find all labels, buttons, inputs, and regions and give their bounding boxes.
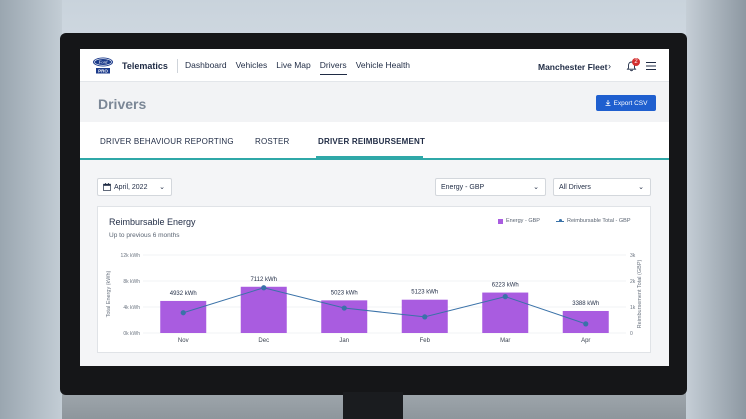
chart-title: Reimbursable Energy (109, 217, 196, 227)
export-csv-label: Export CSV (613, 99, 648, 107)
line-point (261, 285, 267, 291)
nav-vehicles[interactable]: Vehicles (235, 60, 268, 70)
background-right (686, 0, 746, 419)
svg-text:PRO: PRO (98, 69, 108, 74)
active-tab-indicator (316, 156, 423, 159)
x-tick-label: Apr (581, 338, 590, 344)
hamburger-menu-icon[interactable] (646, 62, 656, 70)
chevron-down-icon: ⌄ (638, 184, 644, 191)
bar-data-label: 4932 kWh (170, 291, 197, 297)
legend-line-swatch (556, 219, 564, 222)
download-icon (605, 100, 611, 106)
metric-select-value: Energy - GBP (441, 183, 485, 191)
bar-data-label: 5023 kWh (331, 290, 358, 296)
nav-drivers[interactable]: Drivers (319, 60, 347, 75)
bar (240, 286, 287, 333)
page-header (80, 82, 669, 122)
background-left (0, 0, 62, 419)
app-screen: Ford PRO Telematics Dashboard Vehicles L… (80, 49, 669, 366)
legend-energy[interactable]: Energy - GBP (498, 218, 540, 224)
y-tick-label: 8k kWh (123, 279, 140, 285)
chart-card: Reimbursable Energy Up to previous 6 mon… (97, 206, 651, 353)
bar-data-label: 3388 kWh (572, 301, 599, 307)
nav-live-map[interactable]: Live Map (276, 60, 311, 70)
tab-driver-behaviour-reporting[interactable]: DRIVER BEHAVIOUR REPORTING (100, 137, 234, 146)
calendar-icon (103, 183, 111, 191)
bar (482, 292, 529, 333)
y-right-tick-label: 1k (630, 305, 636, 311)
nav-divider (177, 59, 178, 73)
line-point (422, 314, 428, 320)
y-tick-label: 0k kWh (123, 331, 140, 337)
legend-energy-label: Energy - GBP (506, 218, 540, 224)
legend-bar-swatch (498, 218, 503, 224)
y-axis-title: Total Energy (kWh) (106, 270, 112, 317)
tab-bar: DRIVER BEHAVIOUR REPORTING ROSTER DRIVER… (80, 122, 669, 160)
top-nav: Ford PRO Telematics Dashboard Vehicles L… (80, 49, 669, 82)
line-point (341, 305, 347, 311)
legend-reimbursable[interactable]: Reimbursable Total - GBP (556, 218, 630, 224)
bar-data-label: 7112 kWh (250, 277, 277, 283)
tab-driver-reimbursement[interactable]: DRIVER REIMBURSEMENT (318, 137, 426, 146)
date-picker-value: April, 2022 (114, 183, 148, 191)
x-tick-label: Feb (420, 338, 431, 344)
chevron-right-icon[interactable]: › (608, 61, 611, 71)
chevron-down-icon: ⌄ (159, 184, 165, 191)
y-right-tick-label: 3k (630, 253, 636, 259)
nav-links: Dashboard Vehicles Live Map Drivers Vehi… (185, 60, 411, 75)
line-point (583, 321, 589, 327)
y-right-tick-label: 2k (630, 279, 636, 285)
metric-select[interactable]: Energy - GBP ⌄ (435, 178, 546, 196)
fleet-selector[interactable]: Manchester Fleet (538, 62, 608, 72)
line-point (180, 310, 186, 316)
x-tick-label: Jan (339, 338, 349, 344)
drivers-select-value: All Drivers (559, 183, 591, 191)
bar-data-label: 5123 kWh (411, 290, 438, 296)
date-picker[interactable]: April, 2022 ⌄ (97, 178, 172, 196)
energy-chart: 0k kWh 4k kWh 8k kWh 12k kWh 0 1k 2k 3k Total En… (106, 253, 643, 344)
x-tick-label: Dec (258, 338, 269, 344)
bar (321, 300, 368, 333)
y-right-tick-label: 0 (630, 331, 633, 337)
ford-pro-logo-icon[interactable]: Ford PRO (92, 57, 114, 74)
x-tick-label: Nov (178, 338, 189, 344)
brand-label: Telematics (122, 61, 168, 71)
line-point (502, 294, 508, 300)
drivers-select[interactable]: All Drivers ⌄ (553, 178, 651, 196)
svg-text:Ford: Ford (98, 60, 109, 65)
y-tick-label: 4k kWh (123, 305, 140, 311)
legend-reimbursable-label: Reimbursable Total - GBP (567, 218, 631, 224)
y-right-axis-title: Reimbursement Total (GBP) (637, 260, 643, 329)
bar (160, 300, 207, 333)
reimbursable-line (183, 287, 586, 325)
chevron-down-icon: ⌄ (533, 184, 539, 191)
tab-roster[interactable]: ROSTER (255, 137, 290, 146)
chart-subtitle: Up to previous 6 months (109, 232, 180, 239)
nav-dashboard[interactable]: Dashboard (185, 60, 227, 70)
bar-data-label: 6223 kWh (492, 283, 519, 289)
notification-badge: 2 (632, 58, 640, 66)
x-tick-label: Mar (500, 338, 510, 344)
nav-vehicle-health[interactable]: Vehicle Health (355, 60, 411, 70)
export-csv-button[interactable]: Export CSV (596, 95, 656, 111)
y-tick-label: 12k kWh (121, 253, 141, 259)
page-title: Drivers (98, 96, 147, 112)
monitor-stand (343, 392, 403, 419)
